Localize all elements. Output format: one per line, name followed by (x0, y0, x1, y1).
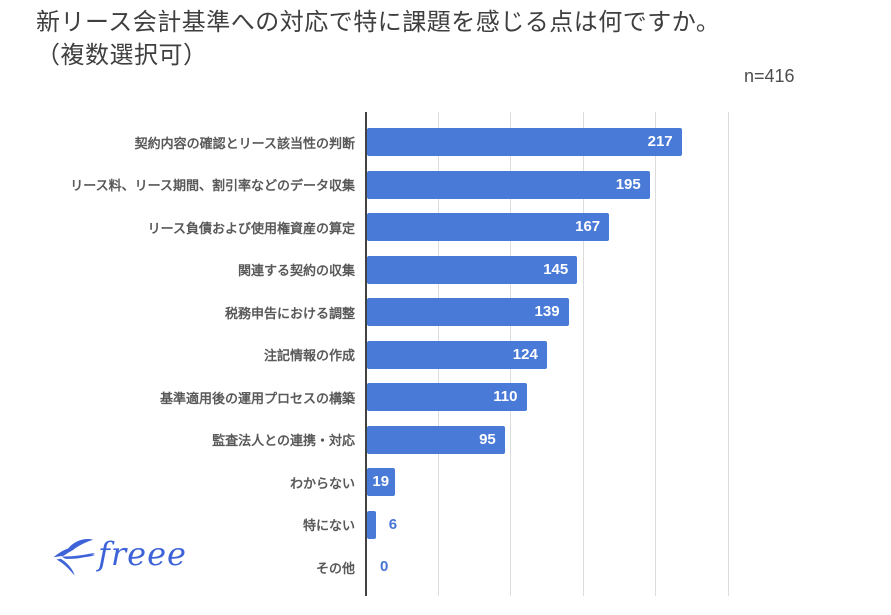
category-label: リース料、リース期間、割引率などのデータ収集 (70, 178, 355, 194)
bar-track: 145 (367, 255, 891, 284)
bar-track: 110 (367, 383, 891, 412)
value-label: 95 (479, 430, 496, 448)
freee-logo-text: freee (98, 535, 187, 573)
bar-track: 139 (367, 298, 891, 327)
category-label: 特にない (302, 518, 355, 534)
bar: 19 (367, 468, 395, 497)
bar-track: 217 (367, 128, 891, 157)
chart-row: 税務申告における調整 139 (0, 291, 891, 334)
page-title: 新リース会計基準への対応で特に課題を感じる点は何ですか。 （複数選択可） (36, 6, 720, 72)
chart-row: 注記情報の作成 124 (0, 334, 891, 377)
bar: 167 (367, 213, 610, 242)
gridline-250 (727, 112, 729, 596)
value-label: 6 (388, 515, 398, 533)
bar-track: 6 (367, 510, 891, 539)
chart-row: 関連する契約の収集 145 (0, 249, 891, 292)
bar: 95 (367, 425, 505, 454)
value-label: 167 (575, 218, 601, 236)
value-label: 0 (380, 558, 389, 576)
bar-track: 19 (367, 468, 891, 497)
value-label: 124 (512, 345, 538, 363)
chart-row: 契約内容の確認とリース該当性の判断 217 (0, 121, 891, 164)
page-title-line2: （複数選択可） (36, 42, 208, 69)
chart-rows: 契約内容の確認とリース該当性の判断 217 リース料、リース期間、割引率などのデータ… (0, 121, 891, 589)
bar: 145 (367, 255, 578, 284)
chart-row: 基準適用後の運用プロセスの構築 110 (0, 376, 891, 419)
category-label: 基準適用後の運用プロセスの構築 (159, 390, 355, 406)
bar-chart: 契約内容の確認とリース該当性の判断 217 リース料、リース期間、割引率などのデータ… (0, 112, 891, 596)
value-label: 145 (543, 260, 569, 278)
category-label: 税務申告における調整 (224, 305, 355, 321)
bar: 217 (367, 128, 682, 157)
category-label: 注記情報の作成 (263, 348, 355, 364)
freee-logo: freee (52, 534, 187, 582)
bar-track: 0 (367, 553, 891, 581)
sample-size-label: n=416 (744, 66, 795, 86)
value-label: 19 (372, 473, 390, 491)
value-label: 110 (493, 388, 518, 406)
category-label: リース負債および使用権資産の算定 (147, 220, 355, 236)
value-label: 139 (534, 303, 560, 321)
bar (367, 510, 376, 539)
page-title-line1: 新リース会計基準への対応で特に課題を感じる点は何ですか。 (36, 9, 721, 36)
chart-row: リース料、リース期間、割引率などのデータ収集 195 (0, 164, 891, 207)
chart-row: その他 0 (0, 546, 891, 589)
category-label: 監査法人との連携・対応 (212, 433, 355, 449)
chart-row: 特にない 6 (0, 504, 891, 547)
bar-track: 95 (367, 425, 891, 454)
chart-row: リース負債および使用権資産の算定 167 (0, 206, 891, 249)
category-label: 関連する契約の収集 (237, 263, 355, 279)
bar-track: 195 (367, 170, 891, 199)
gridline-150 (582, 112, 584, 596)
chart-row: わからない 19 (0, 461, 891, 504)
category-label: その他 (315, 560, 355, 576)
value-label: 195 (615, 175, 641, 193)
bar: 124 (367, 340, 547, 369)
y-axis-line (365, 112, 367, 596)
bar: 139 (367, 298, 569, 327)
gridline-200 (655, 112, 656, 596)
category-label: わからない (289, 475, 355, 491)
bar-track: 167 (367, 213, 891, 242)
bar: 195 (367, 170, 650, 199)
bar: 110 (367, 383, 527, 412)
value-label: 217 (647, 133, 673, 151)
swallow-icon (53, 539, 96, 576)
bar-track: 124 (367, 340, 891, 369)
chart-row: 監査法人との連携・対応 95 (0, 419, 891, 462)
category-label: 契約内容の確認とリース該当性の判断 (134, 135, 355, 151)
